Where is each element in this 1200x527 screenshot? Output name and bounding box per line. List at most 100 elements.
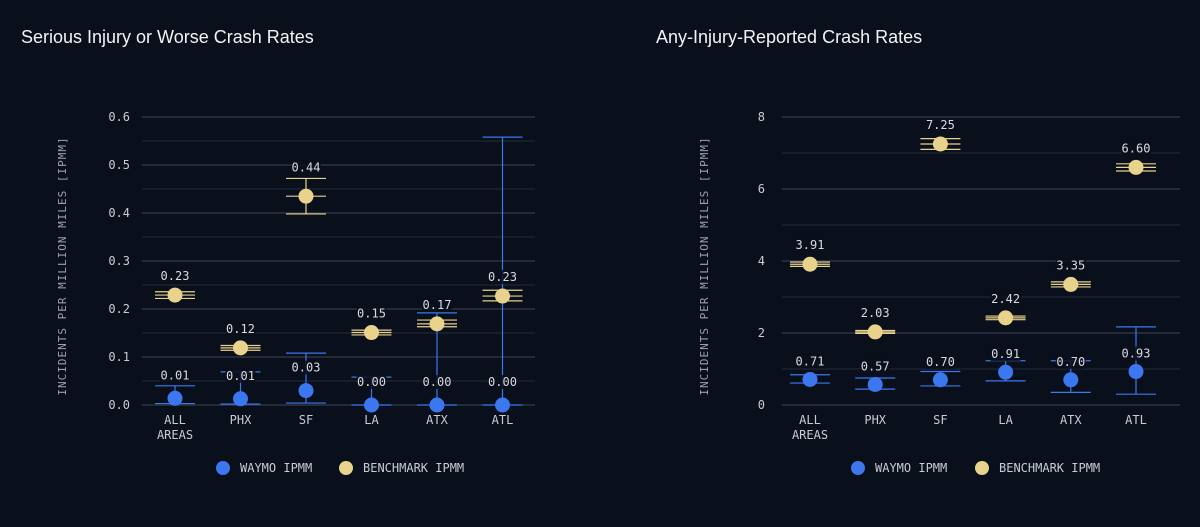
x-tick-label: SF — [933, 413, 947, 427]
waymo-point — [802, 371, 818, 387]
y-tick-label: 0.3 — [108, 254, 130, 268]
y-tick-label: 0.2 — [108, 302, 130, 316]
data-label: 3.91 — [796, 238, 825, 252]
x-tick-label: ALL — [164, 413, 186, 427]
y-tick-label: 6 — [758, 182, 765, 196]
data-label-bg — [1121, 141, 1151, 156]
x-tick-label: ATX — [426, 413, 448, 427]
y-tick-label: 0 — [758, 398, 765, 412]
benchmark-point — [233, 340, 248, 356]
data-label: 0.17 — [423, 298, 452, 312]
y-tick-label: 0.0 — [108, 398, 130, 412]
data-label-bg — [795, 238, 825, 253]
data-label-bg — [160, 368, 190, 383]
y-tick-label: 0.5 — [108, 158, 130, 172]
data-label: 0.70 — [926, 355, 955, 369]
data-label-bg — [422, 375, 452, 389]
x-tick-label: PHX — [230, 413, 252, 427]
x-tick-label: LA — [998, 413, 1013, 427]
data-label-bg — [356, 375, 387, 389]
data-label: 0.93 — [1122, 347, 1151, 361]
x-tick-label: SF — [299, 413, 313, 427]
x-tick-label: PHX — [864, 413, 886, 427]
y-tick-label: 2 — [758, 326, 765, 340]
data-label: 0.71 — [796, 354, 825, 368]
legend-label: WAYMO IPMM — [240, 461, 312, 475]
waymo-point — [998, 364, 1014, 380]
x-tick-label: ATL — [492, 413, 514, 427]
serious-injury-chart: 0.0 0.1 0.2 0.3 0.4 0.5 0.6 INCIDENTS PER MILLI… — [56, 110, 535, 475]
benchmark-point — [1063, 276, 1079, 292]
waymo-point — [867, 376, 883, 392]
waymo-point — [495, 397, 510, 413]
y-tick-label: 4 — [758, 254, 765, 268]
chart-title: Any-Injury-Reported Crash Rates — [656, 27, 923, 47]
legend-label: BENCHMARK IPMM — [999, 461, 1100, 475]
data-label: 0.03 — [292, 361, 321, 375]
benchmark-point — [802, 256, 818, 272]
waymo-point — [233, 391, 248, 407]
data-label: 0.15 — [357, 307, 386, 321]
waymo-point — [429, 397, 445, 413]
legend-label: WAYMO IPMM — [875, 461, 947, 475]
y-axis-label: INCIDENTS PER MILLION MILES [IPMM] — [698, 136, 711, 395]
waymo-point — [167, 390, 183, 406]
data-label-bg — [1121, 346, 1151, 361]
benchmark-point — [364, 325, 379, 341]
data-label-bg — [925, 354, 956, 369]
benchmark-point — [998, 310, 1014, 326]
data-label-bg — [487, 375, 518, 389]
benchmark-point — [932, 136, 948, 152]
x-tick-label: ATX — [1060, 413, 1082, 427]
data-label-bg — [925, 118, 956, 132]
data-label-bg — [487, 270, 518, 285]
x-tick-label: AREAS — [157, 428, 193, 442]
benchmark-point — [167, 287, 183, 303]
any-injury-chart: 0 2 4 6 8 INCIDENTS PER MILLION MILES [IPMM] A… — [698, 110, 1180, 475]
y-tick-label: 8 — [758, 110, 765, 124]
data-label-bg — [860, 359, 891, 374]
data-label-bg — [795, 354, 825, 369]
data-label: 6.60 — [1122, 141, 1151, 155]
x-tick-label: ATL — [1125, 413, 1147, 427]
waymo-point — [298, 383, 314, 399]
data-label: 7.25 — [926, 118, 955, 132]
benchmark-point — [429, 316, 445, 332]
data-label-bg — [422, 297, 452, 312]
benchmark-point — [298, 188, 314, 204]
y-axis-label: INCIDENTS PER MILLION MILES [IPMM] — [56, 136, 69, 395]
data-label: 0.70 — [1056, 355, 1085, 369]
y-tick-label: 0.1 — [108, 350, 130, 364]
data-label-bg — [1055, 354, 1086, 369]
data-label: 2.03 — [861, 306, 890, 320]
waymo-point — [932, 372, 948, 388]
data-label: 0.12 — [226, 322, 255, 336]
data-label-bg — [225, 368, 256, 383]
data-label-bg — [291, 360, 321, 375]
data-label-bg — [1055, 258, 1086, 273]
serious-injury-chart-panel: Serious Injury or Worse Crash Rates 0.0 0… — [21, 27, 535, 475]
x-tick-label: AREAS — [792, 428, 828, 442]
y-tick-label: 0.6 — [108, 110, 130, 124]
x-tick-label: ALL — [799, 413, 821, 427]
legend-benchmark-marker — [975, 461, 989, 475]
benchmark-point — [1128, 159, 1144, 175]
legend-waymo-marker — [216, 461, 230, 475]
data-label: 0.00 — [423, 375, 452, 389]
data-label: 0.23 — [488, 270, 517, 284]
data-label: 0.57 — [861, 359, 890, 373]
legend-benchmark-marker — [339, 461, 353, 475]
data-label-bg — [990, 347, 1021, 362]
data-label-bg — [356, 306, 387, 321]
waymo-point — [1063, 372, 1079, 388]
data-label-bg — [990, 291, 1021, 306]
data-label: 3.35 — [1056, 258, 1085, 272]
waymo-point — [1128, 364, 1144, 380]
x-tick-label: LA — [364, 413, 379, 427]
benchmark-point — [495, 288, 510, 304]
chart-title: Serious Injury or Worse Crash Rates — [21, 27, 314, 47]
any-injury-chart-panel: Any-Injury-Reported Crash Rates 0 2 4 6 8 INC… — [600, 0, 1200, 527]
data-label: 0.23 — [161, 269, 190, 283]
waymo-point — [364, 397, 379, 413]
data-label: 0.00 — [357, 375, 386, 389]
